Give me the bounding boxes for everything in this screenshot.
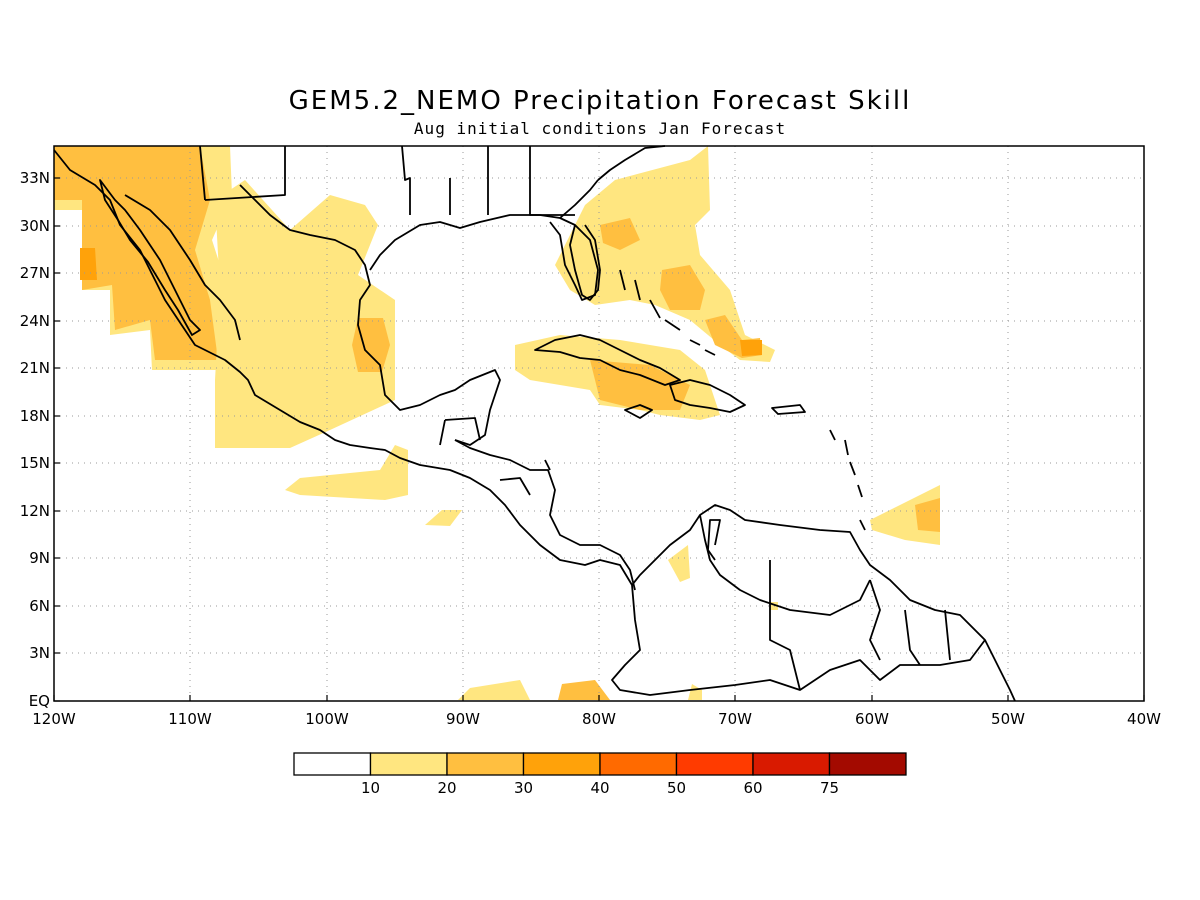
lat-label-24n: 24N [20, 312, 50, 330]
lon-label-100w: 100W [305, 710, 349, 728]
lat-label-eq: EQ [29, 692, 50, 710]
legend-swatch-0 [293, 752, 372, 776]
legend-label-50: 50 [667, 779, 686, 797]
legend-swatch-6 [752, 752, 831, 776]
legend-swatch-3 [522, 752, 601, 776]
lon-label-60w: 60W [855, 710, 889, 728]
lat-label-9n: 9N [29, 549, 50, 567]
lon-label-50w: 50W [991, 710, 1025, 728]
axis-ticks [53, 177, 1145, 702]
legend-swatch-5 [675, 752, 754, 776]
lon-label-40w: 40W [1127, 710, 1161, 728]
legend-label-60: 60 [743, 779, 762, 797]
skill-shading [54, 146, 940, 700]
lon-labels: 120W 110W 100W 90W 80W 70W 60W 50W 40W [32, 710, 1161, 728]
color-legend: 10 20 30 40 50 60 75 [293, 752, 907, 797]
legend-swatch-7 [828, 752, 907, 776]
lon-label-70w: 70W [718, 710, 752, 728]
legend-label-30: 30 [514, 779, 533, 797]
legend-swatch-1 [369, 752, 448, 776]
lat-label-21n: 21N [20, 359, 50, 377]
legend-label-75: 75 [820, 779, 839, 797]
skill-region-central-mexico [215, 180, 395, 448]
lat-label-33n: 33N [20, 169, 50, 187]
map-title: GEM5.2_NEMO Precipitation Forecast Skill [288, 86, 912, 116]
skill-region-bahamas [555, 146, 775, 362]
legend-label-10: 10 [361, 779, 380, 797]
lat-label-15n: 15N [20, 454, 50, 472]
map-gridlines [54, 146, 1144, 701]
legend-swatch-4 [599, 752, 678, 776]
map-subtitle: Aug initial conditions Jan Forecast [413, 119, 787, 138]
lon-label-120w: 120W [32, 710, 76, 728]
lat-label-12n: 12N [20, 502, 50, 520]
legend-label-40: 40 [590, 779, 609, 797]
legend-swatch-2 [446, 752, 525, 776]
coastlines [53, 145, 1016, 702]
lat-labels: 33N 30N 27N 24N 21N 18N 15N 12N 9N 6N 3N… [20, 169, 50, 710]
lon-label-90w: 90W [446, 710, 480, 728]
lat-label-3n: 3N [29, 644, 50, 662]
lon-label-110w: 110W [168, 710, 212, 728]
lat-label-6n: 6N [29, 597, 50, 615]
lon-label-80w: 80W [582, 710, 616, 728]
lat-label-30n: 30N [20, 217, 50, 235]
skill-region-northwest-mexico-core [54, 146, 218, 360]
legend-label-20: 20 [437, 779, 456, 797]
lat-label-27n: 27N [20, 264, 50, 282]
lat-label-18n: 18N [20, 407, 50, 425]
